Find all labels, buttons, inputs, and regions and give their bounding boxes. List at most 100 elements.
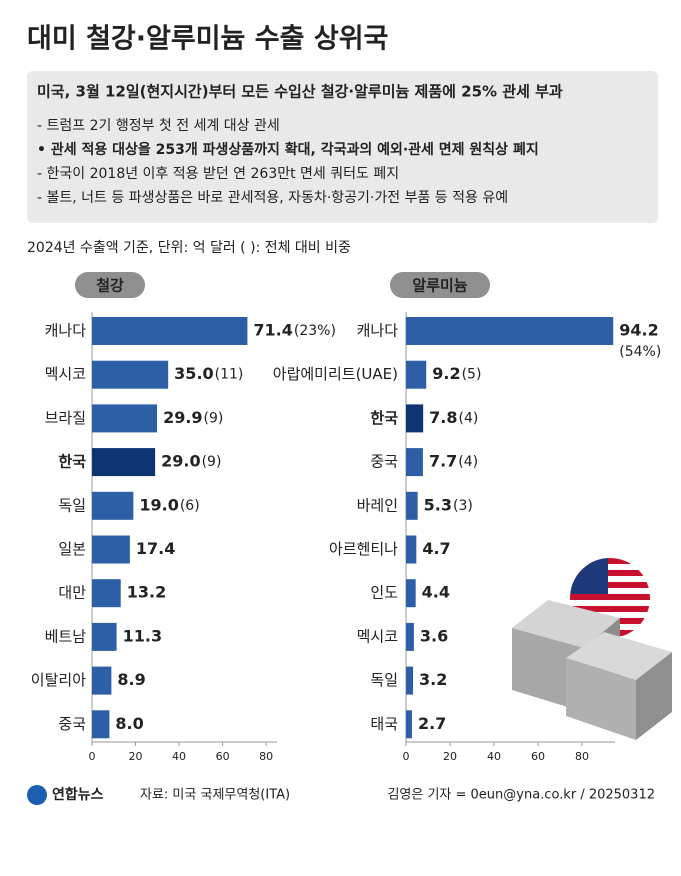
category-label: 한국 [58, 453, 86, 471]
category-label: 캐나다 [45, 322, 87, 340]
x-tick-label: 40 [172, 750, 186, 763]
source: 자료: 미국 국제무역청(ITA) [140, 788, 290, 803]
bar [92, 404, 158, 433]
bar [92, 360, 169, 389]
bar [406, 535, 417, 564]
container-side [566, 658, 636, 740]
title: 대미 철강·알루미늄 수출 상위국 [27, 24, 388, 55]
share-label: (54%) [619, 344, 661, 360]
x-tick-label: 80 [259, 750, 273, 763]
bar [406, 317, 614, 345]
category-label: 아랍에미리트(UAE) [273, 365, 398, 383]
category-label: 베트남 [45, 627, 87, 645]
bar [92, 710, 110, 739]
x-tick-label: 40 [487, 750, 501, 763]
category-label: 멕시코 [357, 627, 398, 645]
bar [92, 317, 248, 345]
bar [406, 448, 423, 477]
category-label: 브라질 [45, 409, 86, 427]
bar [92, 666, 112, 695]
share-label: (9) [204, 410, 224, 426]
logo: 연합뉴스 [52, 786, 104, 803]
category-label: 일본 [58, 540, 86, 558]
share-label: (4) [459, 410, 479, 426]
category-label: 바레인 [357, 496, 398, 514]
bar [406, 666, 414, 695]
bar [92, 535, 130, 564]
value-label: 9.2 [432, 364, 460, 383]
share-label: (11) [215, 367, 244, 383]
value-label: 8.9 [117, 670, 145, 689]
value-label: 11.3 [123, 626, 162, 645]
category-label: 중국 [58, 715, 86, 733]
x-tick-label: 0 [89, 750, 96, 763]
value-label: 7.8 [429, 408, 457, 427]
bar [406, 491, 418, 520]
category-label: 독일 [370, 671, 398, 689]
value-label: 13.2 [127, 583, 166, 602]
category-label: 한국 [370, 409, 398, 427]
x-tick-label: 80 [575, 750, 589, 763]
value-label: 29.9 [163, 408, 202, 427]
container-end [636, 652, 672, 740]
bar [406, 579, 416, 608]
category-label: 중국 [370, 453, 398, 471]
bar [92, 622, 117, 651]
x-tick-label: 20 [129, 750, 143, 763]
notes-item: • 관세 적용 대상을 253개 파생상품까지 확대, 각국과의 예외·관세 면… [37, 141, 539, 158]
x-tick-label: 0 [403, 750, 410, 763]
bar [406, 710, 412, 739]
value-label: 7.7 [429, 452, 457, 471]
value-label: 3.6 [420, 626, 448, 645]
value-label: 35.0 [174, 364, 213, 383]
value-label: 4.4 [422, 583, 450, 602]
bar [92, 579, 121, 608]
notes-item: - 볼트, 너트 등 파생상품은 바로 관세적용, 자동차·항공기·가전 부품 … [37, 190, 508, 206]
share-label: (9) [202, 454, 222, 470]
unit-note: 2024년 수출액 기준, 단위: 억 달러 ( ): 전체 대비 비중 [27, 240, 351, 256]
category-label: 멕시코 [45, 365, 86, 383]
bar [406, 360, 427, 389]
value-label: 71.4 [253, 321, 292, 340]
bar [92, 491, 134, 520]
bar [406, 622, 414, 651]
value-label: 3.2 [419, 670, 447, 689]
container-top [566, 632, 672, 680]
panel-pill [75, 272, 145, 298]
x-tick-label: 60 [216, 750, 230, 763]
value-label: 29.0 [161, 452, 200, 471]
credit: 김영은 기자 = 0eun@yna.co.kr / 20250312 [387, 788, 655, 803]
category-label: 캐나다 [357, 322, 399, 340]
share-label: (4) [458, 454, 478, 470]
x-tick-label: 20 [443, 750, 457, 763]
panel-title: 철강 [96, 277, 124, 295]
notes-item: - 한국이 2018년 이후 적용 받던 연 263만t 면세 쿼터도 폐지 [37, 166, 399, 182]
value-label: 8.0 [115, 714, 143, 733]
category-label: 대만 [58, 584, 86, 602]
x-tick-label: 60 [531, 750, 545, 763]
container-top [512, 600, 620, 648]
category-label: 아르헨티나 [329, 540, 398, 558]
bar [92, 448, 156, 477]
panel-pill [390, 272, 490, 298]
panel-title: 알루미늄 [412, 277, 467, 295]
value-label: 17.4 [136, 539, 175, 558]
value-label: 19.0 [139, 495, 178, 514]
category-label: 인도 [370, 584, 398, 602]
share-label: (6) [180, 498, 200, 514]
category-label: 태국 [370, 715, 398, 733]
notes-item: - 트럼프 2기 행정부 첫 전 세계 대상 관세 [37, 118, 280, 134]
category-label: 독일 [58, 496, 86, 514]
share-label: (23%) [294, 323, 336, 339]
notes-headline: 미국, 3월 12일(현지시간)부터 모든 수입산 철강·알루미늄 제품에 25… [37, 83, 563, 101]
share-label: (5) [462, 367, 482, 383]
value-label: 2.7 [418, 714, 446, 733]
bar [406, 404, 424, 433]
illustration [512, 558, 672, 740]
category-label: 이탈리아 [31, 671, 86, 689]
logo-mark [27, 785, 47, 805]
share-label: (3) [453, 498, 473, 514]
notes-box [27, 71, 658, 223]
